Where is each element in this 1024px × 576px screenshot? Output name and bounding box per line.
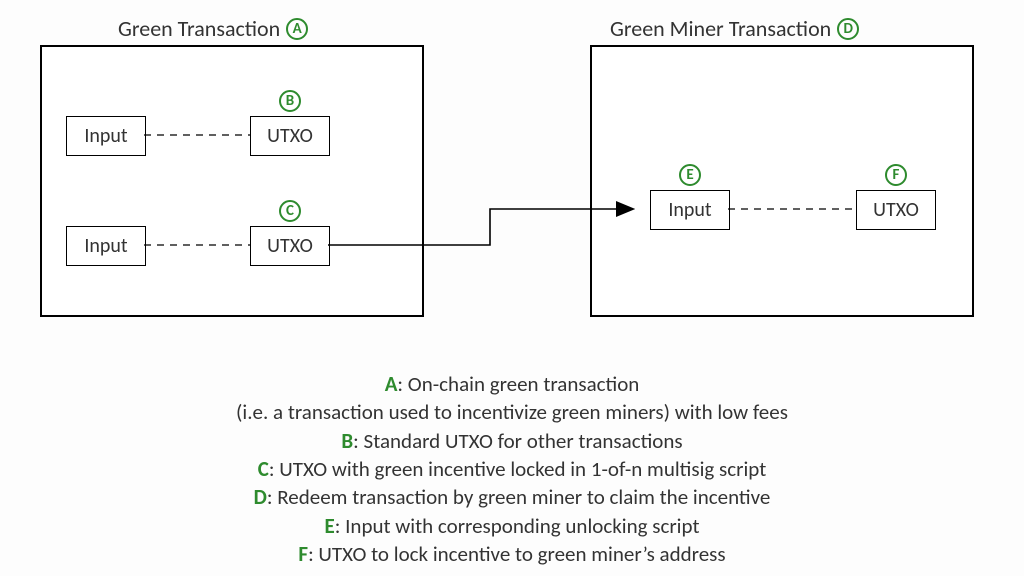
legend-key-c: C <box>258 456 269 482</box>
right-utxo: UTXO <box>856 190 936 230</box>
legend-text-f: : UTXO to lock incentive to green miner’… <box>308 541 726 567</box>
badge-f-icon: F <box>885 164 907 186</box>
right-input: Input <box>650 190 730 230</box>
badge-e-icon: E <box>679 164 701 186</box>
legend-line-f: F: UTXO to lock incentive to green miner… <box>0 540 1024 568</box>
legend-text-a: : On-chain green transaction <box>397 371 639 397</box>
diagram-stage: Green Transaction A Green Miner Transact… <box>0 0 1024 576</box>
legend-key-e: E <box>325 513 335 539</box>
right-transaction-box <box>590 45 974 317</box>
legend-text-a2: (i.e. a transaction used to incentivize … <box>236 399 788 425</box>
legend-text-d: : Redeem transaction by green miner to c… <box>267 484 770 510</box>
legend-line-b: B: Standard UTXO for other transactions <box>0 427 1024 455</box>
badge-a-icon: A <box>286 18 308 40</box>
legend-line-e: E: Input with corresponding unlocking sc… <box>0 512 1024 540</box>
legend-line-d: D: Redeem transaction by green miner to … <box>0 483 1024 511</box>
badge-d-icon: D <box>837 18 859 40</box>
right-panel-title-text: Green Miner Transaction <box>610 15 831 42</box>
left-input-1: Input <box>66 116 146 156</box>
badge-c-icon: C <box>279 200 301 222</box>
right-panel-title: Green Miner Transaction D <box>610 15 859 42</box>
left-input-2: Input <box>66 226 146 266</box>
legend-text-b: : Standard UTXO for other transactions <box>353 428 682 454</box>
legend-line-c: C: UTXO with green incentive locked in 1… <box>0 455 1024 483</box>
legend-text-e: : Input with corresponding unlocking scr… <box>335 513 700 539</box>
left-utxo-1: UTXO <box>250 116 330 156</box>
legend-key-d: D <box>254 484 267 510</box>
legend-line-a2: (i.e. a transaction used to incentivize … <box>0 398 1024 426</box>
legend: A: On-chain green transaction (i.e. a tr… <box>0 370 1024 568</box>
legend-key-f: F <box>298 541 308 567</box>
left-transaction-box <box>40 45 424 317</box>
badge-b-icon: B <box>279 90 301 112</box>
left-panel-title: Green Transaction A <box>118 15 308 42</box>
legend-key-b: B <box>341 428 353 454</box>
left-utxo-2: UTXO <box>250 226 330 266</box>
legend-line-a: A: On-chain green transaction <box>0 370 1024 398</box>
left-panel-title-text: Green Transaction <box>118 15 280 42</box>
legend-text-c: : UTXO with green incentive locked in 1-… <box>269 456 766 482</box>
legend-key-a: A <box>385 371 398 397</box>
